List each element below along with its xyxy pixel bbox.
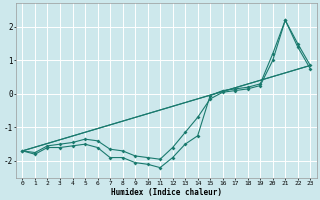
X-axis label: Humidex (Indice chaleur): Humidex (Indice chaleur) (111, 188, 222, 197)
